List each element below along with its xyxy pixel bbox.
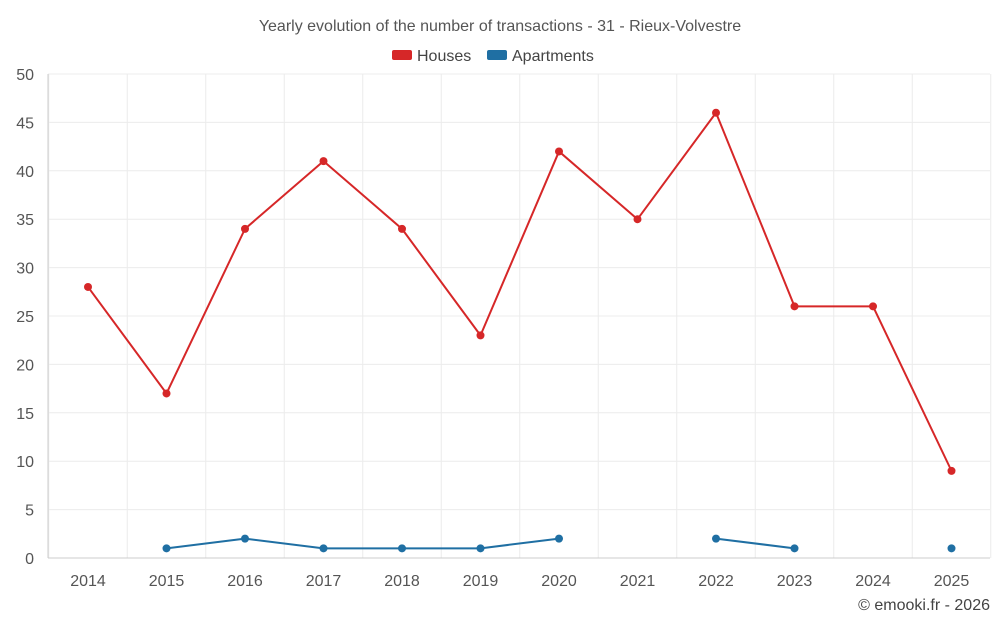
- y-tick-label: 5: [25, 503, 34, 520]
- y-tick-label: 35: [16, 212, 34, 229]
- data-point-apartments[interactable]: [712, 534, 720, 543]
- data-point-apartments[interactable]: [162, 544, 171, 553]
- y-tick-label: 45: [16, 115, 34, 132]
- legend-label: Houses: [417, 48, 471, 65]
- data-point-apartments[interactable]: [476, 544, 485, 553]
- x-tick-label: 2021: [620, 573, 656, 590]
- data-point-houses[interactable]: [947, 466, 956, 475]
- x-tick-label: 2019: [463, 573, 499, 590]
- y-tick-label: 25: [16, 309, 34, 326]
- data-point-houses[interactable]: [633, 215, 642, 224]
- data-point-houses[interactable]: [398, 224, 406, 233]
- data-point-houses[interactable]: [476, 331, 485, 340]
- legend: Houses Apartments: [392, 48, 594, 65]
- data-point-houses[interactable]: [162, 389, 171, 398]
- series-line-houses: [87, 111, 953, 472]
- y-tick-label: 15: [16, 406, 34, 423]
- x-tick-label: 2023: [777, 573, 813, 590]
- data-point-houses[interactable]: [319, 157, 328, 166]
- grid: [48, 73, 992, 558]
- data-point-houses[interactable]: [555, 147, 563, 156]
- data-point-apartments[interactable]: [790, 544, 799, 553]
- credit-text: © emooki.fr - 2026: [858, 597, 990, 614]
- series-houses: [84, 108, 956, 475]
- x-tick-label: 2015: [149, 573, 185, 590]
- data-point-apartments[interactable]: [947, 544, 956, 553]
- y-tick-label: 20: [16, 357, 34, 374]
- x-tick-label: 2016: [227, 573, 263, 590]
- series-apartments: [162, 534, 956, 553]
- data-point-apartments[interactable]: [555, 534, 563, 543]
- data-point-apartments[interactable]: [319, 544, 328, 553]
- chart-title: Yearly evolution of the number of transa…: [259, 18, 741, 35]
- data-point-houses[interactable]: [790, 302, 799, 311]
- y-tick-label: 40: [16, 164, 34, 181]
- y-tick-label: 0: [25, 551, 34, 568]
- data-point-houses[interactable]: [84, 282, 92, 291]
- y-tick-label: 10: [16, 454, 34, 471]
- x-tick-label: 2020: [541, 573, 577, 590]
- legend-swatch: [392, 50, 412, 60]
- legend-item-houses[interactable]: Houses: [392, 48, 471, 65]
- x-tick-label: 2017: [306, 573, 342, 590]
- data-point-apartments[interactable]: [241, 534, 249, 543]
- legend-swatch: [487, 50, 507, 60]
- legend-item-apartments[interactable]: Apartments: [487, 48, 594, 65]
- series-layer: [84, 108, 956, 553]
- x-tick-label: 2018: [384, 573, 420, 590]
- x-tick-label: 2022: [698, 573, 734, 590]
- x-tick-label: 2025: [934, 573, 970, 590]
- data-point-apartments[interactable]: [398, 544, 406, 553]
- x-tick-label: 2024: [855, 573, 891, 590]
- data-point-houses[interactable]: [241, 224, 249, 233]
- y-tick-label: 30: [16, 261, 34, 278]
- data-point-houses[interactable]: [712, 108, 720, 117]
- legend-label: Apartments: [512, 48, 594, 65]
- x-tick-label: 2014: [70, 573, 106, 590]
- y-tick-label: 50: [16, 67, 34, 84]
- data-point-houses[interactable]: [869, 302, 877, 311]
